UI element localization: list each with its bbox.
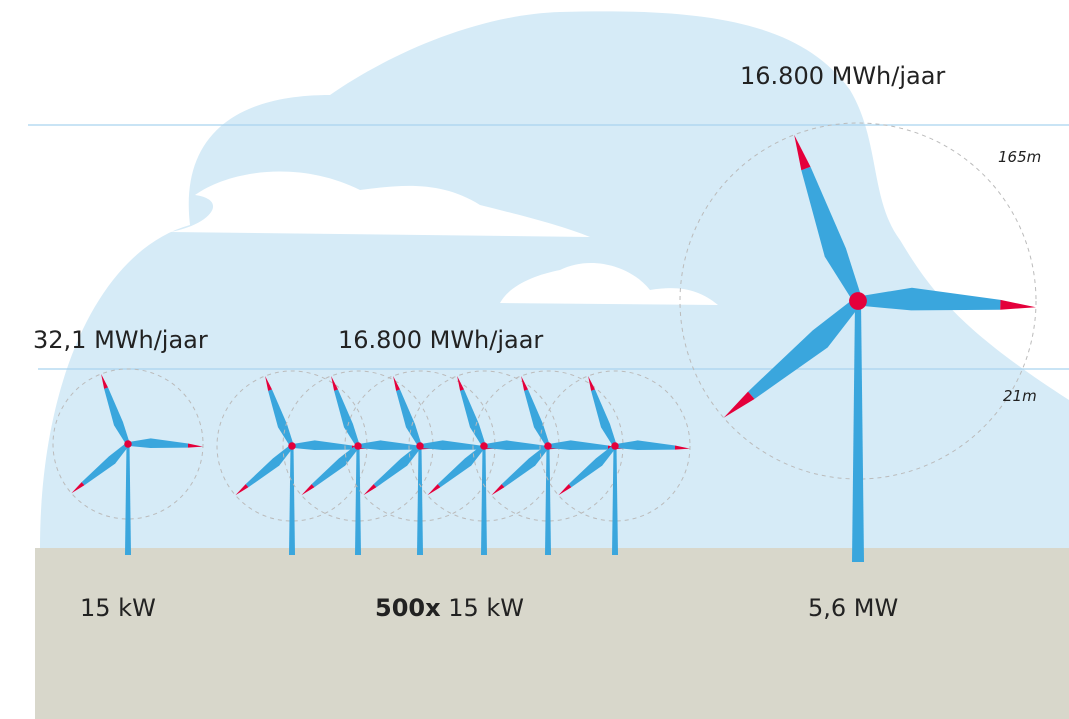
scene: 16.800 MWh/jaar 165m 21m 32,1 MWh/jaar 1… — [0, 0, 1069, 719]
hub — [849, 292, 867, 310]
hub — [611, 442, 619, 450]
group-unit: 15 kW — [448, 594, 524, 622]
hub — [124, 440, 132, 448]
hub — [288, 442, 296, 450]
small-power: 15 kW — [80, 594, 156, 622]
large-power: 5,6 MW — [808, 594, 898, 622]
small-yield: 32,1 MWh/jaar — [33, 326, 208, 354]
height-label: 21m — [1003, 387, 1037, 405]
hub — [544, 442, 552, 450]
hub — [480, 442, 488, 450]
top-yield: 16.800 MWh/jaar — [740, 62, 945, 90]
group-power: 500x 15 kW — [375, 594, 524, 622]
hub — [354, 442, 362, 450]
height-label: 165m — [998, 148, 1041, 166]
hub — [416, 442, 424, 450]
group-yield: 16.800 MWh/jaar — [338, 326, 543, 354]
blade-tip — [1000, 300, 1036, 311]
ground — [35, 548, 1069, 719]
group-count: 500x — [375, 594, 441, 622]
